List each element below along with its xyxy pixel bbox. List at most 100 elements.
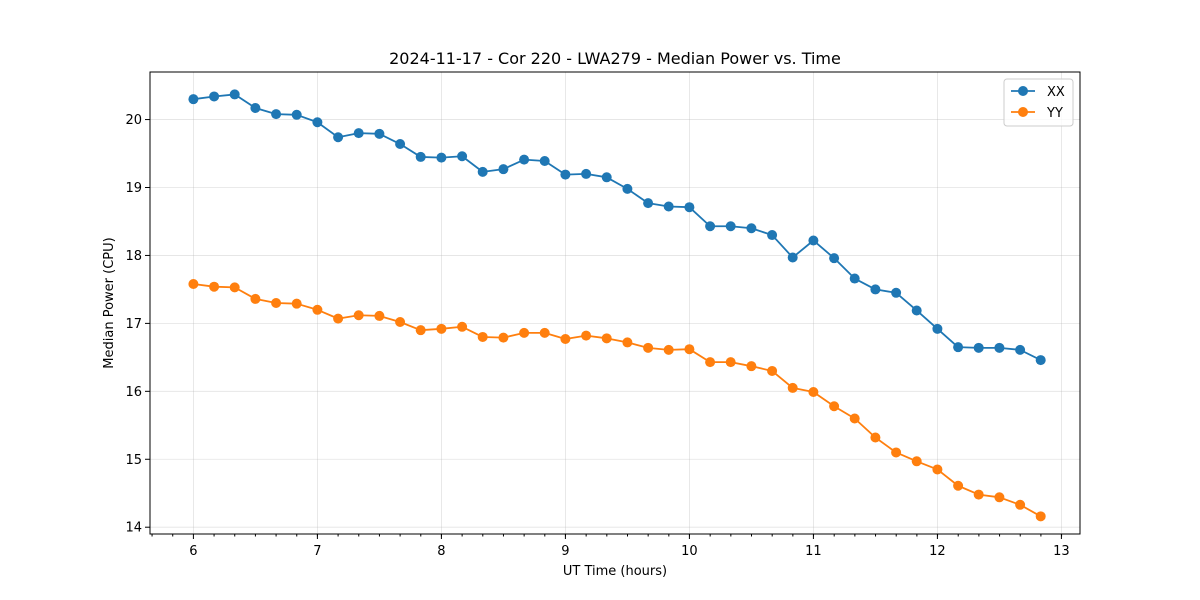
data-point-yy	[891, 447, 902, 458]
data-point-yy	[436, 323, 447, 334]
axis-ticks: 6 7 8 9 10 11 12 13 14 15 16 17 18 19 20	[125, 113, 1069, 559]
data-point-yy	[1035, 511, 1046, 522]
legend: XX YY	[1003, 78, 1074, 127]
data-point-xx	[271, 109, 282, 120]
data-point-yy	[746, 361, 757, 372]
data-point-yy	[250, 293, 261, 304]
data-point-xx	[519, 154, 530, 165]
data-point-yy	[601, 333, 612, 344]
data-point-yy	[333, 313, 344, 324]
series-xx	[188, 89, 1046, 366]
data-point-xx	[663, 201, 674, 212]
legend-label-xx: XX	[1047, 85, 1065, 100]
chart-title: 2024-11-17 - Cor 220 - LWA279 - Median P…	[389, 49, 841, 68]
data-point-yy	[994, 492, 1005, 503]
data-point-xx	[395, 139, 406, 150]
data-point-xx	[581, 168, 592, 179]
data-point-yy	[229, 282, 240, 293]
data-point-xx	[353, 128, 364, 139]
data-point-yy	[643, 342, 654, 353]
data-point-yy	[787, 382, 798, 393]
data-point-xx	[457, 151, 468, 162]
data-point-xx	[767, 230, 778, 241]
y-tick-label: 14	[125, 521, 142, 536]
data-point-xx	[891, 287, 902, 298]
data-point-xx	[209, 91, 220, 102]
data-point-xx	[1035, 355, 1046, 366]
data-point-xx	[415, 151, 426, 162]
data-point-xx	[808, 235, 819, 246]
data-point-yy	[973, 489, 984, 500]
x-axis-label: UT Time (hours)	[563, 564, 667, 579]
data-point-yy	[581, 330, 592, 341]
data-point-yy	[725, 357, 736, 368]
data-point-xx	[601, 172, 612, 183]
data-point-xx	[994, 342, 1005, 353]
data-point-yy	[457, 321, 468, 332]
data-point-xx	[333, 132, 344, 143]
data-point-xx	[849, 273, 860, 284]
data-point-xx	[829, 253, 840, 264]
grid	[150, 72, 1080, 534]
data-point-xx	[705, 221, 716, 232]
x-tick-label: 6	[189, 544, 197, 559]
data-point-yy	[395, 317, 406, 328]
data-series	[188, 89, 1046, 522]
legend-marker-xx	[1018, 86, 1028, 96]
y-tick-label: 19	[125, 181, 142, 196]
y-tick-label: 18	[125, 249, 142, 264]
data-point-yy	[477, 331, 488, 342]
data-point-yy	[829, 401, 840, 412]
data-point-yy	[291, 298, 302, 309]
data-point-xx	[911, 305, 922, 316]
plot-area-frame	[149, 71, 1081, 535]
legend-marker-yy	[1018, 107, 1028, 117]
y-tick-label: 20	[125, 113, 142, 128]
data-point-xx	[953, 342, 964, 353]
data-point-yy	[932, 464, 943, 475]
data-point-xx	[973, 342, 984, 353]
data-point-yy	[705, 357, 716, 368]
y-axis-label: Median Power (CPU)	[102, 237, 117, 368]
data-point-yy	[1015, 499, 1026, 510]
data-point-yy	[209, 281, 220, 292]
data-point-yy	[560, 334, 571, 345]
data-point-yy	[374, 310, 385, 321]
data-point-yy	[911, 456, 922, 467]
data-point-xx	[498, 164, 509, 175]
x-tick-label: 8	[437, 544, 445, 559]
y-tick-label: 17	[125, 317, 142, 332]
data-point-xx	[477, 166, 488, 177]
data-point-xx	[746, 223, 757, 234]
data-point-xx	[870, 284, 881, 295]
data-point-yy	[539, 327, 550, 338]
data-point-yy	[353, 310, 364, 321]
data-point-yy	[188, 278, 199, 289]
x-tick-label: 10	[681, 544, 698, 559]
data-point-yy	[808, 387, 819, 398]
data-point-yy	[415, 325, 426, 336]
data-point-xx	[312, 117, 323, 128]
data-point-xx	[539, 156, 550, 167]
data-point-xx	[436, 152, 447, 163]
y-tick-label: 16	[125, 385, 142, 400]
data-point-yy	[684, 344, 695, 355]
x-tick-label: 7	[313, 544, 321, 559]
data-point-xx	[725, 221, 736, 232]
data-point-xx	[787, 252, 798, 263]
data-point-xx	[560, 169, 571, 180]
legend-label-yy: YY	[1046, 106, 1063, 121]
data-point-yy	[849, 413, 860, 424]
data-point-xx	[622, 183, 633, 194]
data-point-yy	[271, 298, 282, 308]
data-point-xx	[250, 103, 261, 114]
x-tick-label: 13	[1053, 544, 1070, 559]
data-point-xx	[188, 94, 199, 105]
data-point-yy	[767, 365, 778, 376]
x-tick-label: 9	[561, 544, 569, 559]
y-tick-label: 15	[125, 453, 142, 468]
x-tick-label: 11	[805, 544, 822, 559]
data-point-yy	[519, 327, 530, 338]
data-point-xx	[932, 323, 943, 334]
